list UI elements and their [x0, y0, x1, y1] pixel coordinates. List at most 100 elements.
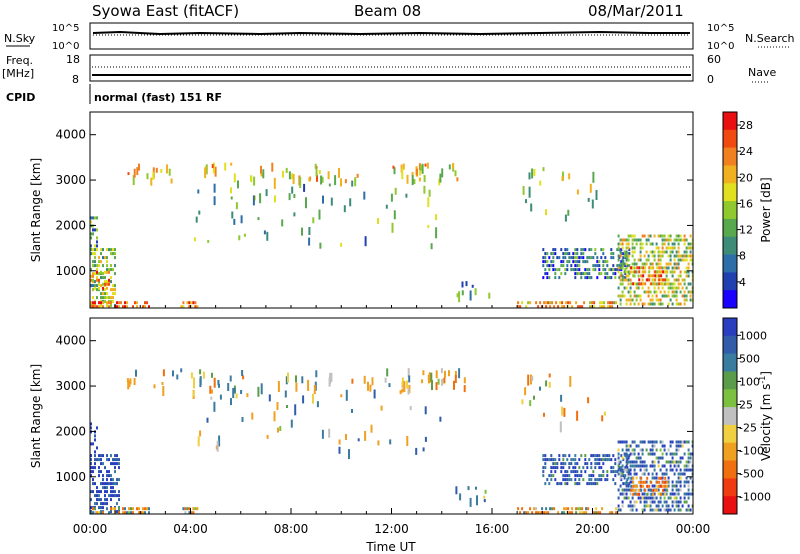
- heatmap-cell: [665, 274, 668, 278]
- heatmap-cell: [314, 163, 317, 169]
- heatmap-cell: [584, 268, 587, 272]
- heatmap-cell: [100, 270, 102, 274]
- heatmap-cell: [110, 510, 112, 514]
- heatmap-cell: [620, 474, 623, 478]
- heatmap-cell: [281, 170, 284, 178]
- heatmap-cell: [594, 252, 597, 256]
- heatmap-cell: [677, 250, 680, 254]
- heatmap-cell: [98, 470, 100, 474]
- heatmap-cell: [593, 301, 596, 305]
- heatmap-cell: [589, 305, 592, 309]
- heatmap-cell: [647, 234, 650, 238]
- heatmap-cell: [661, 234, 664, 238]
- heatmap-cell: [600, 458, 603, 462]
- heatmap-cell: [626, 454, 629, 458]
- heatmap-cell: [94, 502, 96, 506]
- heatmap-cell: [606, 260, 609, 264]
- heatmap-cell: [232, 388, 235, 398]
- heatmap-cell: [554, 276, 557, 280]
- heatmap-cell: [428, 372, 431, 378]
- heatmap-cell: [211, 389, 213, 394]
- heatmap-cell: [574, 482, 577, 486]
- heatmap-cell: [423, 185, 426, 194]
- heatmap-cell: [112, 507, 114, 511]
- heatmap-cell: [592, 264, 595, 268]
- heatmap-cell: [110, 462, 112, 466]
- heatmap-cell: [533, 168, 536, 176]
- heatmap-cell: [363, 375, 366, 384]
- colorbar-segment: [723, 112, 737, 131]
- colorbar-segment: [723, 335, 737, 355]
- heatmap-cell: [184, 511, 187, 515]
- heatmap-cell: [104, 502, 106, 506]
- heatmap-cell: [631, 246, 634, 250]
- heatmap-cell: [621, 274, 624, 278]
- heatmap-cell: [687, 246, 690, 250]
- heatmap-cell: [661, 266, 664, 270]
- heatmap-cell: [90, 474, 92, 478]
- heatmap-cell: [582, 252, 585, 256]
- heatmap-cell: [624, 466, 627, 470]
- heatmap-cell: [548, 256, 551, 260]
- heatmap-cell: [641, 448, 644, 452]
- heatmap-cell: [114, 470, 116, 474]
- heatmap-cell: [288, 171, 291, 180]
- heatmap-cell: [601, 507, 604, 511]
- heatmap-cell: [130, 507, 132, 511]
- heatmap-cell: [632, 488, 635, 492]
- heatmap-cell: [627, 242, 630, 246]
- heatmap-cell: [579, 511, 582, 515]
- heatmap-cell: [622, 470, 625, 474]
- heatmap-cell: [288, 193, 291, 201]
- heatmap-cell: [579, 507, 582, 511]
- heatmap-cell: [110, 486, 112, 490]
- heatmap-cell: [230, 196, 233, 200]
- heatmap-cell: [106, 474, 108, 478]
- heatmap-cell: [641, 262, 644, 266]
- heatmap-cell: [110, 296, 112, 300]
- heatmap-cell: [545, 301, 548, 305]
- heatmap-cell: [661, 440, 664, 444]
- heatmap-cell: [308, 177, 311, 182]
- heatmap-cell: [655, 246, 658, 250]
- heatmap-cell: [106, 458, 108, 462]
- heatmap-cell: [667, 508, 670, 512]
- heatmap-cell: [687, 270, 690, 274]
- heatmap-cell: [687, 468, 690, 472]
- heatmap-cell: [651, 476, 654, 480]
- heatmap-cell: [655, 508, 658, 512]
- heatmap-cell: [110, 454, 112, 458]
- heatmap-cell: [568, 474, 571, 478]
- heatmap-cell: [463, 377, 466, 384]
- heatmap-cell: [683, 452, 686, 456]
- heatmap-cell: [651, 448, 654, 452]
- heatmap-cell: [666, 278, 669, 282]
- heatmap-cell: [620, 268, 623, 272]
- heatmap-cell: [645, 468, 648, 472]
- heatmap-cell: [628, 272, 631, 276]
- heatmap-cell: [369, 384, 372, 392]
- heatmap-cell: [611, 305, 614, 309]
- heatmap-cell: [604, 276, 607, 280]
- heatmap-cell: [575, 507, 578, 511]
- heatmap-cell: [90, 284, 92, 288]
- heatmap-cell: [633, 246, 636, 250]
- heatmap-cell: [240, 390, 243, 394]
- heatmap-cell: [675, 440, 678, 444]
- heatmap-cell: [673, 500, 676, 504]
- heatmap-cell: [598, 462, 601, 466]
- heatmap-cell: [637, 238, 640, 242]
- heatmap-cell: [629, 472, 632, 476]
- heatmap-cell: [655, 262, 658, 266]
- heatmap-cell: [687, 282, 690, 286]
- heatmap-cell: [535, 301, 538, 305]
- heatmap-cell: [593, 511, 596, 515]
- heatmap-cell: [345, 434, 347, 440]
- heatmap-cell: [586, 256, 589, 260]
- power-colorbar-label: Power [dB]: [759, 177, 773, 242]
- heatmap-cell: [218, 383, 220, 388]
- heatmap-cell: [627, 278, 630, 282]
- heatmap-cell: [517, 301, 520, 305]
- heatmap-cell: [525, 199, 527, 204]
- heatmap-cell: [564, 256, 567, 260]
